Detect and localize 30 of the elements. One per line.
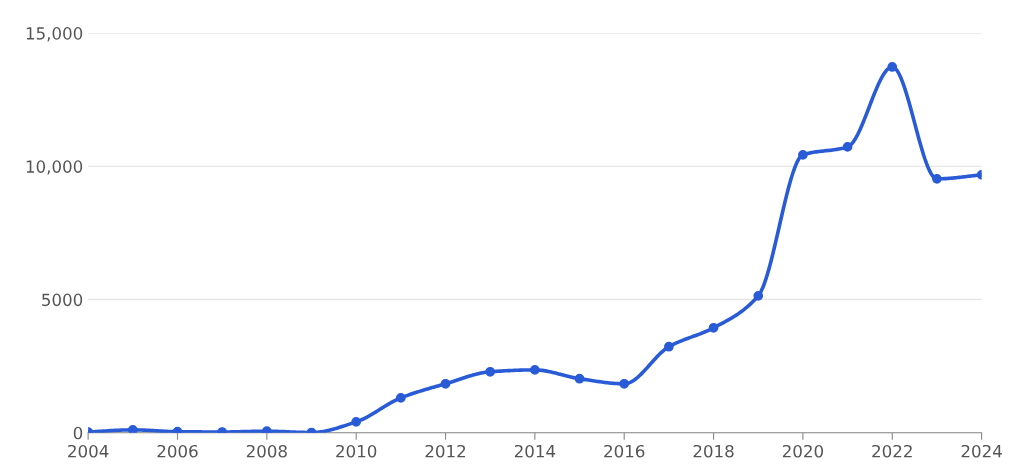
point <box>798 150 808 160</box>
x-tick-label: 2004 <box>68 444 109 458</box>
y-tick-label: 10,000 <box>26 160 83 175</box>
point <box>485 366 496 377</box>
point <box>887 62 898 72</box>
y-tick-label: 15,000 <box>26 27 83 42</box>
point <box>127 425 138 433</box>
x-tick-label: 2012 <box>425 444 466 458</box>
y-tick-label: 0 <box>73 426 83 440</box>
point <box>619 378 630 389</box>
point <box>351 417 362 427</box>
point <box>932 173 942 184</box>
x-tick-label: 2018 <box>693 444 734 458</box>
point <box>574 373 585 384</box>
point <box>395 393 406 403</box>
point <box>842 142 853 152</box>
point <box>664 341 674 352</box>
x-tick-label: 2016 <box>604 444 645 458</box>
point <box>530 365 540 375</box>
x-tick-label: 2020 <box>782 444 823 458</box>
x-tick-label: 2006 <box>157 444 198 458</box>
x-tick-label: 2008 <box>246 444 287 458</box>
point <box>440 378 451 389</box>
x-tick-label: 2024 <box>961 444 1002 458</box>
y-tick-label: 5000 <box>42 293 83 307</box>
point <box>753 290 764 301</box>
x-tick-label: 2014 <box>514 444 556 458</box>
point <box>708 322 719 333</box>
x-tick-label: 2010 <box>336 444 377 458</box>
x-tick-label: 2022 <box>872 444 912 458</box>
